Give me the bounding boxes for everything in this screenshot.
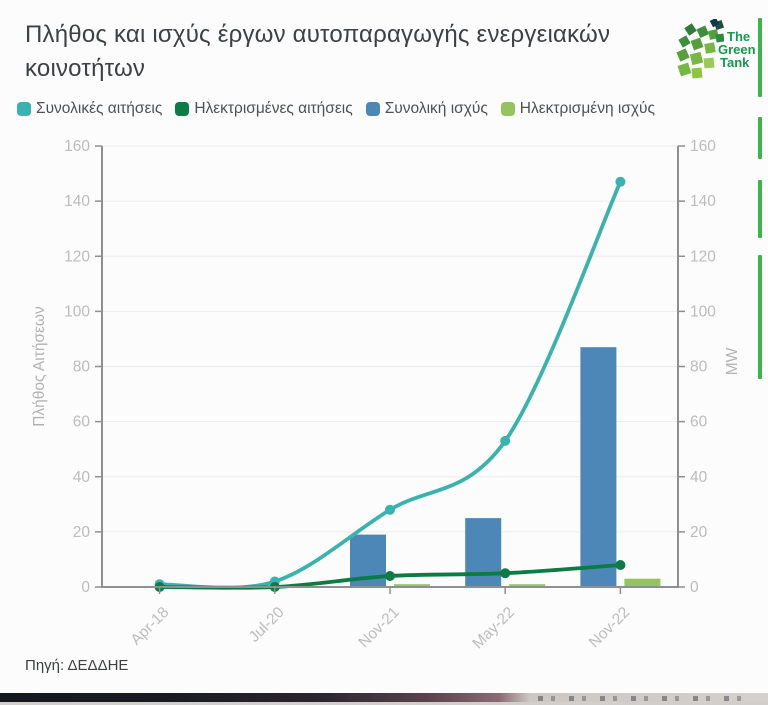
bar-Συνολική ισχύς[interactable] [465, 518, 502, 587]
legend-item[interactable]: Ηλεκτρισμένη ισχύς [500, 100, 655, 118]
y-tick-label-right: 60 [690, 414, 708, 431]
legend-item[interactable]: Ηλεκτρισμένες αιτήσεις [175, 100, 353, 118]
page-edge-marker [758, 255, 762, 379]
page-edge-marker [758, 117, 762, 159]
bar-Ηλεκτρισμένη ισχύς[interactable] [624, 578, 661, 587]
green-tank-mosaic-icon [676, 19, 724, 79]
bar-Ηλεκτρισμένη ισχύς[interactable] [509, 584, 546, 587]
y-axis-title-left: Πλήθος Αιτήσεων [31, 306, 48, 427]
y-tick-label-right: 160 [690, 138, 716, 155]
legend-label: Συνολική ισχύς [384, 100, 488, 117]
y-tick-label-right: 0 [690, 579, 699, 596]
page-title: Πλήθος και ισχύς έργων αυτοπαραγωγής ενε… [25, 21, 611, 82]
x-tick-label: Nov-22 [586, 604, 633, 651]
green-tank-logo: The Green Tank [676, 19, 760, 79]
background-window-text-fragments [537, 696, 745, 701]
point-Ηλεκτρισμένες αιτήσεις[interactable] [500, 568, 511, 579]
y-tick-label-left: 140 [64, 193, 90, 210]
background-window-band-light [0, 702, 768, 705]
y-tick-label-right: 80 [690, 359, 708, 376]
page-edge-marker [758, 180, 762, 238]
logo-word-green: Green [718, 41, 756, 57]
y-axis-title-right: MW [724, 347, 741, 375]
point-Ηλεκτρισμένες αιτήσεις[interactable] [385, 571, 395, 581]
y-tick-label-left: 160 [64, 138, 90, 155]
bar-Ηλεκτρισμένη ισχύς[interactable] [394, 584, 430, 587]
legend-item[interactable]: Συνολική ισχύς [365, 100, 488, 118]
y-tick-label-left: 60 [73, 414, 91, 431]
point-Ηλεκτρισμένες αιτήσεις[interactable] [615, 560, 626, 570]
y-tick-label-left: 20 [73, 524, 91, 541]
y-tick-label-left: 80 [73, 359, 91, 376]
legend-swatch [500, 102, 515, 116]
bar-Συνολική ισχύς[interactable] [580, 347, 617, 587]
green-tank-wordmark: The Green Tank [718, 30, 756, 69]
point-Συνολικές αιτήσεις[interactable] [385, 504, 395, 515]
legend-swatch [365, 102, 380, 116]
y-tick-label-left: 120 [64, 248, 90, 265]
y-tick-label-right: 20 [690, 524, 708, 541]
y-tick-label-right: 140 [690, 193, 716, 210]
line-Συνολικές αιτήσεις [157, 179, 623, 590]
y-tick-label-left: 100 [64, 303, 90, 320]
y-tick-label-left: 0 [81, 579, 90, 596]
background-window-band [0, 693, 768, 702]
logo-word-the: The [727, 28, 751, 44]
chart-legend: Συνολικές αιτήσεις Ηλεκτρισμένες αιτήσεις… [17, 100, 655, 118]
y-tick-label-right: 120 [690, 248, 716, 265]
y-tick-label-left: 40 [73, 469, 91, 486]
legend-item[interactable]: Συνολικές αιτήσεις [17, 100, 162, 118]
logo-word-tank: Tank [720, 54, 750, 70]
legend-label: Ηλεκτρισμένες αιτήσεις [194, 100, 353, 117]
point-Συνολικές αιτήσεις[interactable] [615, 176, 626, 187]
x-tick-label: Jul-20 [246, 604, 288, 646]
page-edge-marker [758, 18, 762, 97]
x-tick-label: Apr-18 [128, 604, 173, 649]
source-caption: Πηγή: ΔΕΔΔΗΕ [25, 657, 129, 674]
y-tick-label-right: 100 [690, 303, 716, 320]
x-tick-label: May-22 [469, 604, 518, 653]
legend-swatch [17, 102, 31, 116]
legend-label: Συνολικές αιτήσεις [36, 100, 163, 117]
x-tick-label: Nov-21 [355, 604, 402, 651]
y-tick-label-right: 40 [690, 469, 708, 486]
background-window-edge[interactable] [0, 692, 768, 705]
legend-label: Ηλεκτρισμένη ισχύς [519, 100, 655, 117]
point-Συνολικές αιτήσεις[interactable] [500, 435, 511, 446]
legend-swatch [175, 102, 190, 116]
